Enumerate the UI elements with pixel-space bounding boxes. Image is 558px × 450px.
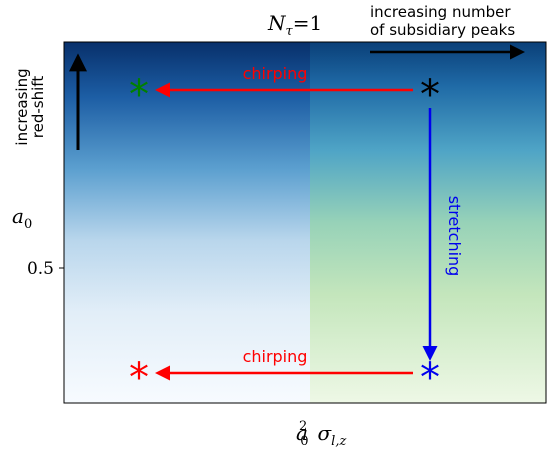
left-note-line2: red-shift <box>29 76 47 139</box>
chirp-label-top: chirping <box>243 64 308 83</box>
top-label-var: N <box>267 11 287 35</box>
x-axis-label-sub: 0 <box>300 434 308 449</box>
stretch-label: stretching <box>445 196 464 277</box>
left-note-line1: increasing <box>13 68 31 145</box>
y-axis-label: a0 <box>12 204 32 232</box>
top-label-sub: τ <box>286 24 294 39</box>
right-green-region <box>310 42 546 403</box>
top-note-line1: increasing number <box>370 3 511 21</box>
marker-top-left: * <box>129 72 149 118</box>
x-axis-label-sup: 2 <box>299 419 307 434</box>
top-label-eq: =1 <box>293 11 322 35</box>
marker-top-right: * <box>420 72 440 118</box>
left-note: increasing red-shift <box>13 68 47 145</box>
left-blue-region <box>64 42 310 403</box>
marker-bottom-left: * <box>129 355 149 401</box>
y-tick-label: 0.5 <box>27 259 54 279</box>
x-axis-label: a2 0 σl,z <box>296 419 346 449</box>
y-axis-label-sub: 0 <box>24 217 32 232</box>
top-label: Nτ=1 <box>267 11 322 39</box>
x-axis-label-base: a <box>296 421 308 445</box>
x-axis-label-sigma: σ <box>318 421 333 445</box>
chirp-label-bottom: chirping <box>243 347 308 366</box>
plot-frame <box>63 41 547 404</box>
plot-area <box>63 41 547 404</box>
marker-bottom-right: * <box>420 355 440 401</box>
x-axis-label-sigma-sub: l,z <box>331 434 346 449</box>
top-note-line2: of subsidiary peaks <box>370 21 515 39</box>
y-axis-label-base: a <box>12 204 24 228</box>
